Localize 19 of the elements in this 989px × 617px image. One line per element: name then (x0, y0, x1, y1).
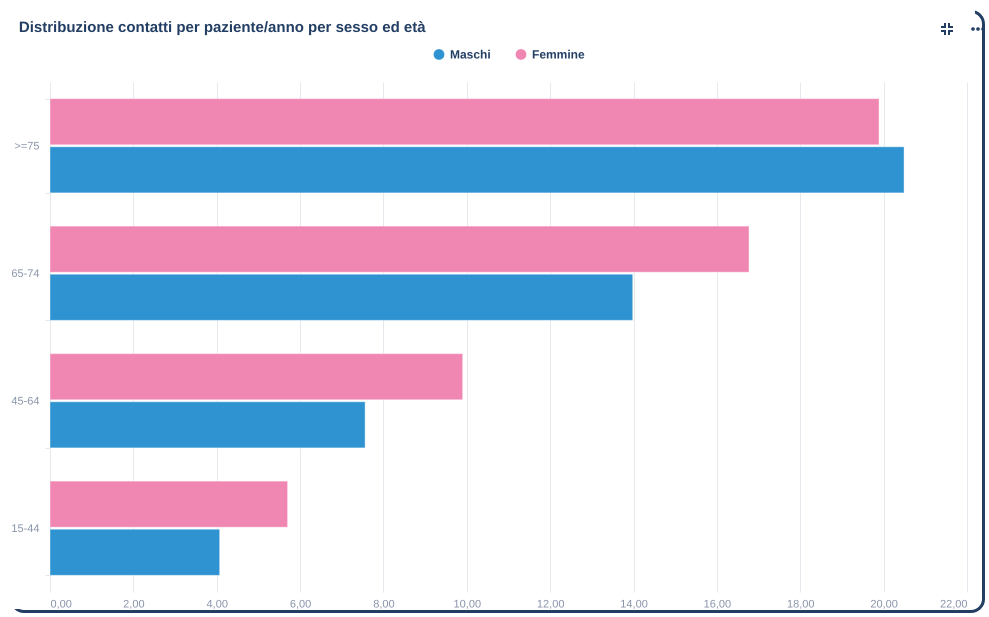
x-tick-label: 22,00 (940, 598, 968, 610)
legend-label: Femmine (532, 47, 586, 62)
x-tick-label: 8,00 (373, 598, 395, 610)
x-tick-label: 6,00 (290, 598, 312, 610)
x-tick-label: 20,00 (870, 598, 898, 610)
y-tick-label: 15-44 (11, 522, 40, 535)
x-tick-label: 10,00 (454, 598, 482, 610)
legend-label: Maschi (450, 47, 491, 62)
chart-title: Distribuzione contatti per paziente/anno per sesso ed età (18, 19, 426, 36)
x-tick-label: 12,00 (536, 598, 564, 610)
y-tick-label: >=75 (14, 140, 40, 152)
x-tick-label: 2,00 (123, 598, 145, 610)
y-tick-label: 65-74 (11, 268, 40, 280)
x-tick-label: 16,00 (704, 598, 732, 610)
x-tick-label: 0,00 (50, 598, 72, 610)
x-tick-label: 18,00 (787, 598, 815, 610)
x-tick-label: 14,00 (620, 598, 648, 610)
x-tick-label: 4,00 (206, 598, 228, 610)
y-tick-label: 45-64 (11, 395, 40, 408)
